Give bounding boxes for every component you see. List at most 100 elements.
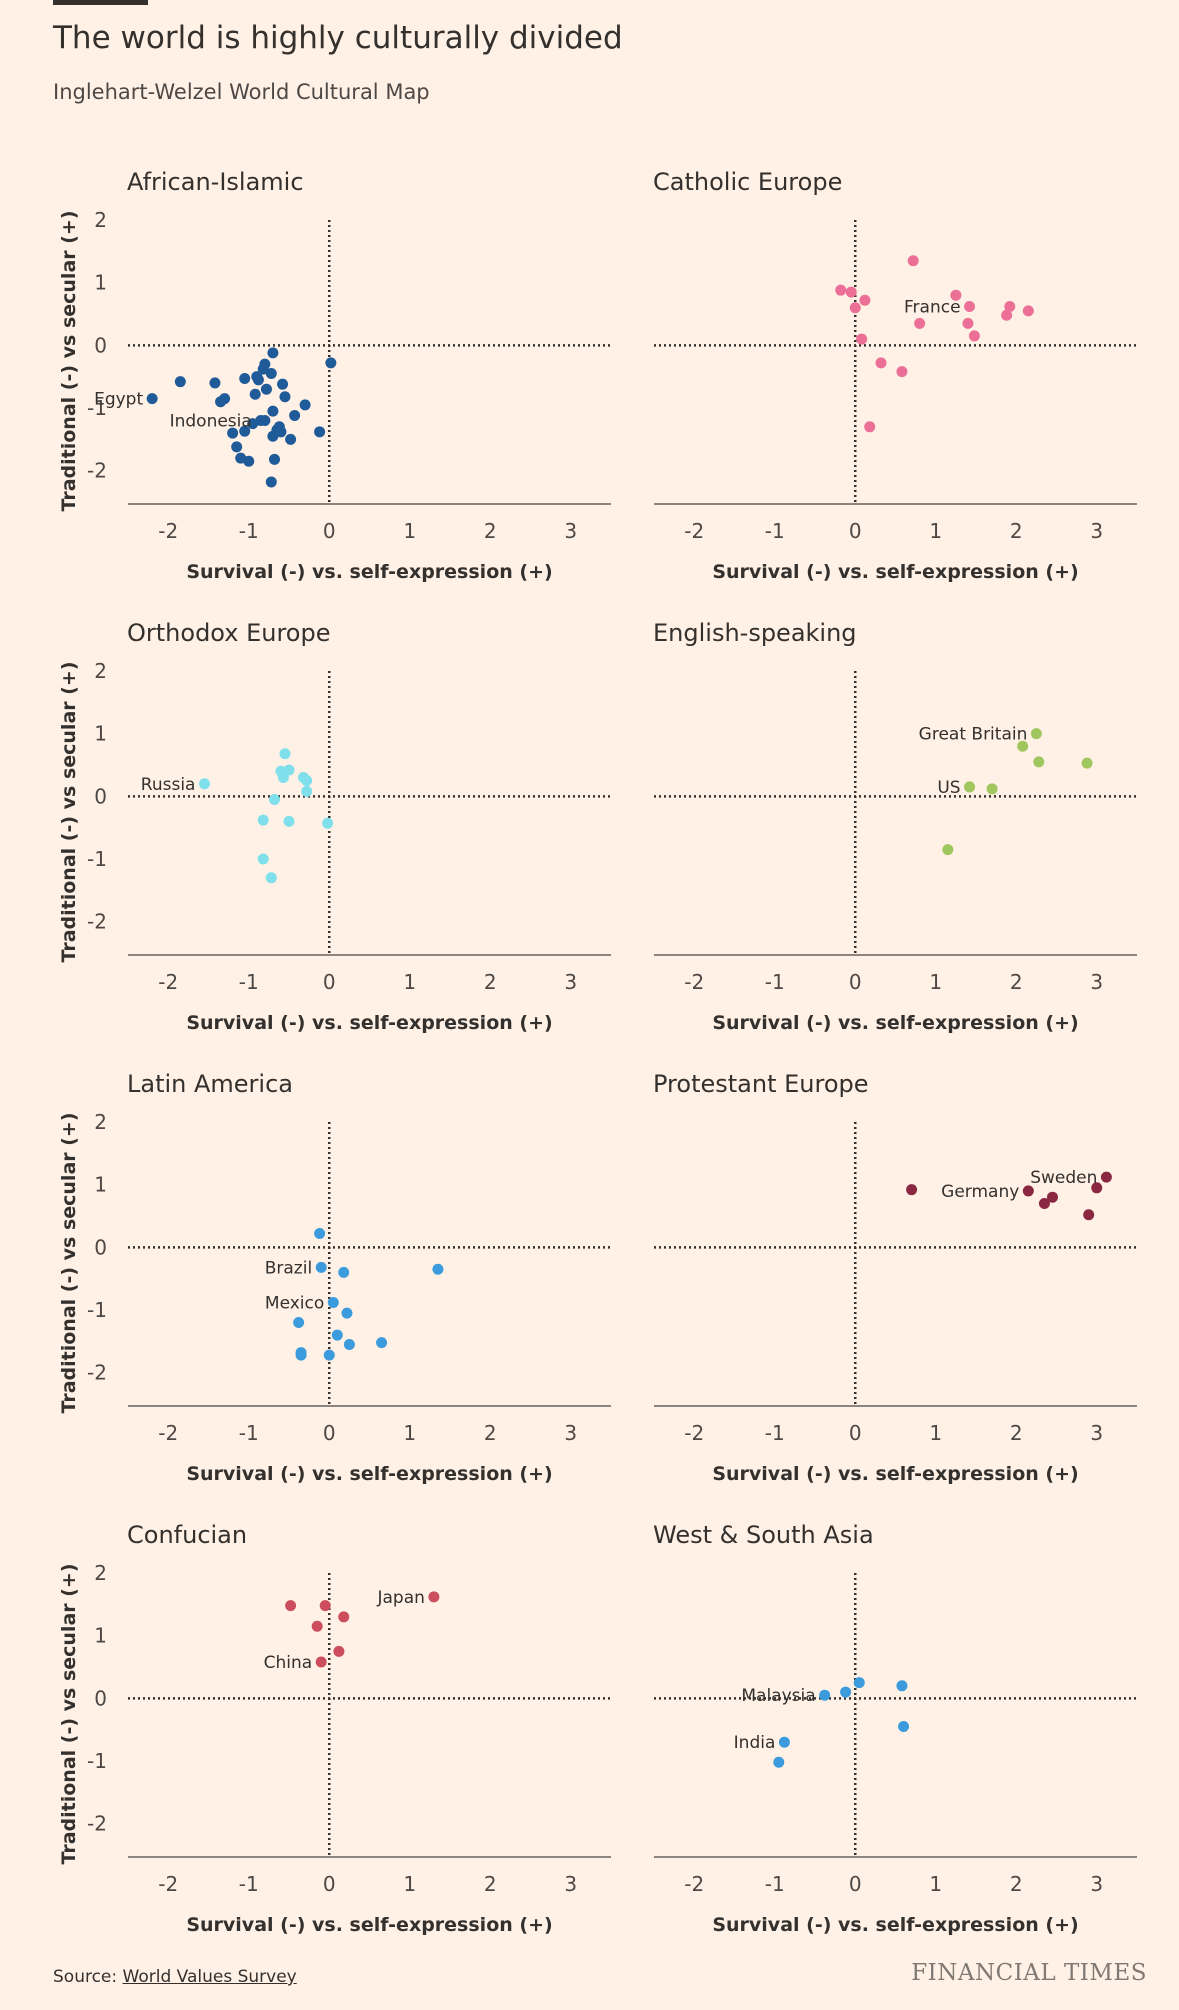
point-label: Indonesia bbox=[170, 412, 252, 432]
x-tick-label: 3 bbox=[564, 970, 577, 994]
point-label: Mexico bbox=[265, 1293, 324, 1313]
data-point bbox=[333, 1645, 345, 1657]
x-tick-label: -1 bbox=[765, 1421, 785, 1445]
data-point bbox=[343, 1338, 355, 1350]
panel-protestant-europe: Protestant Europe -2 -1 0 1 2 3 Survival (-) vs… bbox=[653, 1070, 1137, 1485]
data-point bbox=[283, 815, 295, 827]
data-point bbox=[314, 1228, 326, 1240]
x-tick-label: -1 bbox=[239, 1421, 259, 1445]
y-tick-label: 0 bbox=[94, 784, 107, 808]
data-point bbox=[856, 333, 868, 345]
data-point bbox=[986, 783, 998, 795]
x-tick-label: -1 bbox=[765, 1872, 785, 1896]
x-tick-label: 3 bbox=[564, 1421, 577, 1445]
x-tick-label: -2 bbox=[158, 1421, 178, 1445]
panel-title: Latin America bbox=[127, 1070, 293, 1098]
data-point bbox=[260, 383, 272, 395]
data-point bbox=[319, 1600, 331, 1612]
point-label: Great Britain bbox=[919, 725, 1028, 745]
data-point bbox=[835, 284, 847, 296]
data-point bbox=[906, 1184, 918, 1196]
page-subtitle: Inglehart-Welzel World Cultural Map bbox=[53, 80, 430, 104]
ft-logo: FINANCIAL TIMES bbox=[911, 1960, 1147, 1986]
data-point bbox=[239, 425, 251, 437]
data-point bbox=[338, 1611, 350, 1623]
y-tick-label: 1 bbox=[94, 271, 107, 295]
data-point bbox=[849, 302, 861, 314]
x-tick-label: 1 bbox=[403, 519, 416, 543]
data-point bbox=[285, 1600, 297, 1612]
data-point bbox=[968, 330, 980, 342]
data-point bbox=[322, 817, 334, 829]
point-label: Brazil bbox=[265, 1258, 312, 1278]
x-tick-label: 2 bbox=[484, 519, 497, 543]
data-point bbox=[295, 1349, 307, 1361]
data-point bbox=[259, 358, 271, 370]
data-point bbox=[1038, 1197, 1050, 1209]
y-axis-label: Traditional (-) vs secular (+) bbox=[58, 1112, 80, 1413]
panel-african-islamic: African-Islamic -2 -1 0 1 2 3 2 1 0 -1 -2 Survival (… bbox=[58, 168, 611, 583]
x-tick-label: 2 bbox=[484, 1872, 497, 1896]
x-tick-label: 2 bbox=[1010, 519, 1023, 543]
x-tick-label: -2 bbox=[158, 970, 178, 994]
point-label: France bbox=[904, 297, 961, 317]
x-tick-label: 1 bbox=[929, 1872, 942, 1896]
x-axis-label: Survival (-) vs. self-expression (+) bbox=[712, 561, 1078, 583]
data-point bbox=[231, 441, 243, 453]
data-point bbox=[315, 1261, 327, 1273]
x-tick-label: 1 bbox=[403, 970, 416, 994]
data-point bbox=[279, 748, 291, 760]
data-point bbox=[853, 1677, 865, 1689]
x-tick-label: 0 bbox=[849, 1872, 862, 1896]
data-point bbox=[1100, 1171, 1112, 1183]
data-point bbox=[950, 289, 962, 301]
data-point bbox=[257, 814, 269, 826]
panel-title: Protestant Europe bbox=[653, 1070, 869, 1098]
data-point bbox=[964, 300, 976, 312]
y-tick-label: 2 bbox=[94, 659, 107, 683]
y-tick-label: -2 bbox=[87, 1361, 107, 1385]
x-tick-label: 3 bbox=[564, 1872, 577, 1896]
data-point bbox=[277, 772, 289, 784]
data-point bbox=[269, 453, 281, 465]
data-point bbox=[376, 1337, 388, 1349]
data-point bbox=[277, 378, 289, 390]
panel-english-speaking: English-speaking -2 -1 0 1 2 3 Survival (-) vs.… bbox=[653, 619, 1137, 1034]
data-point bbox=[864, 421, 876, 433]
data-point bbox=[773, 1756, 785, 1768]
x-tick-label: 2 bbox=[1010, 970, 1023, 994]
source-link[interactable]: World Values Survey bbox=[122, 1967, 297, 1987]
x-tick-label: 0 bbox=[849, 519, 862, 543]
x-tick-label: -2 bbox=[684, 970, 704, 994]
data-point bbox=[219, 393, 231, 405]
x-axis-label: Survival (-) vs. self-expression (+) bbox=[712, 1914, 1078, 1936]
data-point bbox=[257, 853, 269, 865]
y-axis-label: Traditional (-) vs secular (+) bbox=[58, 210, 80, 511]
point-label: Malaysia bbox=[741, 1686, 815, 1706]
x-axis-label: Survival (-) vs. self-expression (+) bbox=[712, 1463, 1078, 1485]
data-point bbox=[325, 357, 337, 369]
y-tick-label: 1 bbox=[94, 1173, 107, 1197]
data-point bbox=[252, 374, 264, 386]
data-point bbox=[209, 377, 221, 389]
data-point bbox=[964, 781, 976, 793]
data-point bbox=[239, 373, 251, 385]
data-point bbox=[338, 1266, 350, 1278]
panel-title: African-Islamic bbox=[127, 168, 304, 196]
x-tick-label: 0 bbox=[323, 970, 336, 994]
x-tick-label: 2 bbox=[484, 970, 497, 994]
data-point bbox=[432, 1263, 444, 1275]
data-point bbox=[198, 778, 210, 790]
data-point bbox=[1091, 1182, 1103, 1194]
x-tick-label: 2 bbox=[1010, 1421, 1023, 1445]
x-tick-label: 0 bbox=[323, 519, 336, 543]
data-point bbox=[962, 317, 974, 329]
x-tick-label: 2 bbox=[484, 1421, 497, 1445]
x-tick-label: -1 bbox=[239, 1872, 259, 1896]
data-point bbox=[259, 415, 271, 427]
data-point bbox=[914, 317, 926, 329]
panel-catholic-europe: Catholic Europe -2 -1 0 1 2 3 Survival (-) vs. … bbox=[653, 168, 1137, 583]
x-tick-label: -1 bbox=[765, 519, 785, 543]
x-axis-label: Survival (-) vs. self-expression (+) bbox=[712, 1012, 1078, 1034]
x-axis-label: Survival (-) vs. self-expression (+) bbox=[186, 1914, 552, 1936]
